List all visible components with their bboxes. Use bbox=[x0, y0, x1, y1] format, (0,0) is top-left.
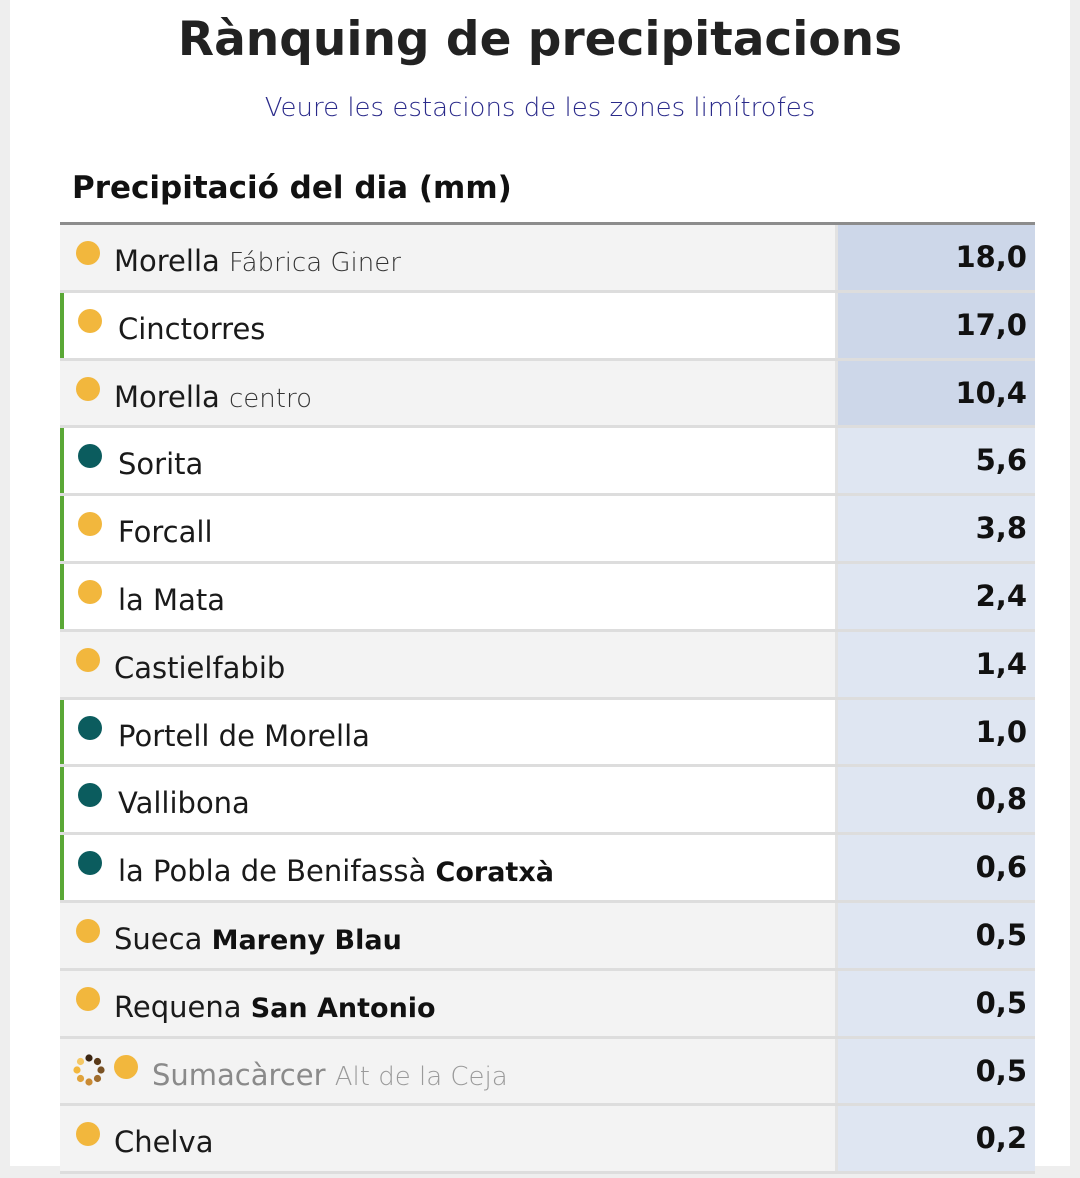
station-sublocation: Coratxà bbox=[435, 857, 554, 889]
station-cell[interactable]: la Mata bbox=[60, 563, 838, 629]
station-label[interactable]: Portell de Morella bbox=[118, 700, 370, 772]
station-name: Morella bbox=[114, 244, 220, 278]
ranking-row[interactable]: Requena San Antonio 0,5 bbox=[60, 970, 1035, 1039]
page: Rànquing de precipitacions Veure les est… bbox=[10, 0, 1070, 1175]
station-label[interactable]: Morella centro bbox=[114, 361, 312, 435]
station-cell[interactable]: Sorita bbox=[60, 428, 838, 494]
precipitation-value: 0,8 bbox=[838, 767, 1035, 833]
ranking-row[interactable]: Sorita 5,6 bbox=[60, 428, 1035, 497]
precipitation-value: 0,6 bbox=[838, 835, 1035, 900]
precipitation-value: 10,4 bbox=[838, 360, 1035, 426]
station-sublocation: Mareny Blau bbox=[211, 924, 402, 956]
page-title: Rànquing de precipitacions bbox=[177, 12, 903, 67]
station-status-teal-icon bbox=[78, 783, 102, 808]
ranking-row[interactable]: Cinctorres 17,0 bbox=[60, 292, 1035, 361]
precipitation-value: 0,2 bbox=[838, 1106, 1035, 1172]
station-sublocation: Alt de la Ceja bbox=[334, 1061, 508, 1092]
ranking-row[interactable]: Castielfabib 1,4 bbox=[60, 631, 1035, 700]
loading-spinner-icon bbox=[73, 1053, 105, 1086]
precipitation-value: 0,5 bbox=[838, 902, 1035, 968]
station-sublocation: centro bbox=[229, 383, 312, 414]
precipitation-value: 0,5 bbox=[838, 1038, 1035, 1104]
ranking-row[interactable]: la Pobla de Benifassà Coratxà 0,6 bbox=[60, 835, 1035, 903]
ranking-row[interactable]: Morella Fábrica Giner 18,0 bbox=[60, 225, 1035, 293]
station-status-yellow-icon bbox=[76, 918, 100, 943]
station-label[interactable]: la Mata bbox=[118, 564, 225, 636]
ranking-row[interactable]: Chelva 0,2 bbox=[60, 1106, 1035, 1175]
station-status-teal-icon bbox=[78, 715, 102, 740]
station-label[interactable]: Castielfabib bbox=[114, 632, 285, 704]
station-name: Forcall bbox=[118, 515, 213, 550]
station-label[interactable]: Sueca Mareny Blau bbox=[114, 903, 402, 977]
station-status-yellow-icon bbox=[76, 1122, 100, 1147]
station-cell[interactable]: la Pobla de Benifassà Coratxà bbox=[60, 835, 838, 900]
station-status-teal-icon bbox=[78, 851, 102, 876]
precipitation-value: 0,5 bbox=[838, 970, 1035, 1036]
station-name: Sorita bbox=[118, 447, 204, 482]
ranking-row[interactable]: Sueca Mareny Blau 0,5 bbox=[60, 902, 1035, 971]
station-label[interactable]: Vallibona bbox=[118, 767, 250, 839]
ranking-row[interactable]: Vallibona 0,8 bbox=[60, 767, 1035, 836]
station-name: la Pobla de Benifassà bbox=[118, 854, 427, 889]
station-status-yellow-icon bbox=[76, 376, 100, 401]
station-name: Cinctorres bbox=[118, 311, 266, 346]
station-cell[interactable]: Sumacàrcer Alt de la Ceja bbox=[60, 1038, 838, 1104]
station-label[interactable]: Sorita bbox=[118, 428, 203, 500]
station-status-yellow-icon bbox=[76, 647, 100, 672]
station-name: Sueca bbox=[114, 921, 203, 956]
station-status-yellow-icon bbox=[78, 308, 102, 333]
station-name: Requena bbox=[114, 989, 242, 1024]
station-label[interactable]: Morella Fábrica Giner bbox=[114, 225, 401, 299]
station-cell[interactable]: Castielfabib bbox=[60, 631, 838, 697]
station-cell[interactable]: Cinctorres bbox=[60, 292, 838, 358]
ranking-row[interactable]: Morella centro 10,4 bbox=[60, 360, 1035, 429]
section-title: Precipitació del dia (mm) bbox=[72, 170, 512, 206]
station-sublocation: San Antonio bbox=[250, 992, 436, 1024]
station-cell[interactable]: Vallibona bbox=[60, 767, 838, 833]
precipitation-value: 18,0 bbox=[838, 225, 1035, 290]
station-name: Portell de Morella bbox=[118, 718, 370, 753]
station-label[interactable]: la Pobla de Benifassà Coratxà bbox=[118, 835, 554, 909]
station-label[interactable]: Requena San Antonio bbox=[114, 971, 436, 1045]
ranking-row[interactable]: Sumacàrcer Alt de la Ceja 0,5 bbox=[60, 1038, 1035, 1107]
station-name: Sumacàrcer bbox=[152, 1057, 326, 1092]
station-status-yellow-icon bbox=[114, 1054, 138, 1079]
station-cell[interactable]: Requena San Antonio bbox=[60, 970, 838, 1036]
station-name: Morella bbox=[114, 379, 220, 414]
station-cell[interactable]: Morella centro bbox=[60, 360, 838, 426]
ranking-row[interactable]: Forcall 3,8 bbox=[60, 496, 1035, 564]
station-name: la Mata bbox=[118, 582, 225, 617]
station-status-yellow-icon bbox=[78, 512, 102, 537]
precipitation-value: 3,8 bbox=[838, 496, 1035, 561]
station-status-yellow-icon bbox=[78, 579, 102, 604]
station-status-yellow-icon bbox=[76, 241, 100, 265]
station-label[interactable]: Chelva bbox=[114, 1106, 213, 1178]
station-cell[interactable]: Chelva bbox=[60, 1106, 838, 1172]
precipitation-value: 1,4 bbox=[838, 631, 1035, 697]
precipitation-value: 2,4 bbox=[838, 563, 1035, 629]
station-status-teal-icon bbox=[78, 444, 102, 469]
ranking-row[interactable]: Portell de Morella 1,0 bbox=[60, 699, 1035, 768]
precipitation-value: 17,0 bbox=[838, 292, 1035, 358]
precipitation-value: 1,0 bbox=[838, 699, 1035, 765]
station-label[interactable]: Forcall bbox=[118, 496, 213, 568]
station-name: Chelva bbox=[114, 1125, 214, 1160]
precipitation-value: 5,6 bbox=[838, 428, 1035, 494]
precipitation-ranking-table: Morella Fábrica Giner 18,0 Cinctorres 17,0 M… bbox=[60, 222, 1035, 1175]
station-sublocation: Fábrica Giner bbox=[229, 248, 401, 278]
neighbouring-zones-link[interactable]: Veure les estacions de les zones limítro… bbox=[264, 93, 816, 123]
station-cell[interactable]: Sueca Mareny Blau bbox=[60, 902, 838, 968]
station-cell[interactable]: Portell de Morella bbox=[60, 699, 838, 765]
ranking-row[interactable]: la Mata 2,4 bbox=[60, 563, 1035, 632]
station-name: Vallibona bbox=[118, 786, 250, 821]
station-name: Castielfabib bbox=[114, 650, 286, 685]
station-cell[interactable]: Forcall bbox=[60, 496, 838, 561]
station-label[interactable]: Cinctorres bbox=[118, 293, 265, 365]
station-cell[interactable]: Morella Fábrica Giner bbox=[60, 225, 838, 290]
station-label[interactable]: Sumacàrcer Alt de la Ceja bbox=[152, 1039, 508, 1113]
station-status-yellow-icon bbox=[76, 986, 100, 1011]
